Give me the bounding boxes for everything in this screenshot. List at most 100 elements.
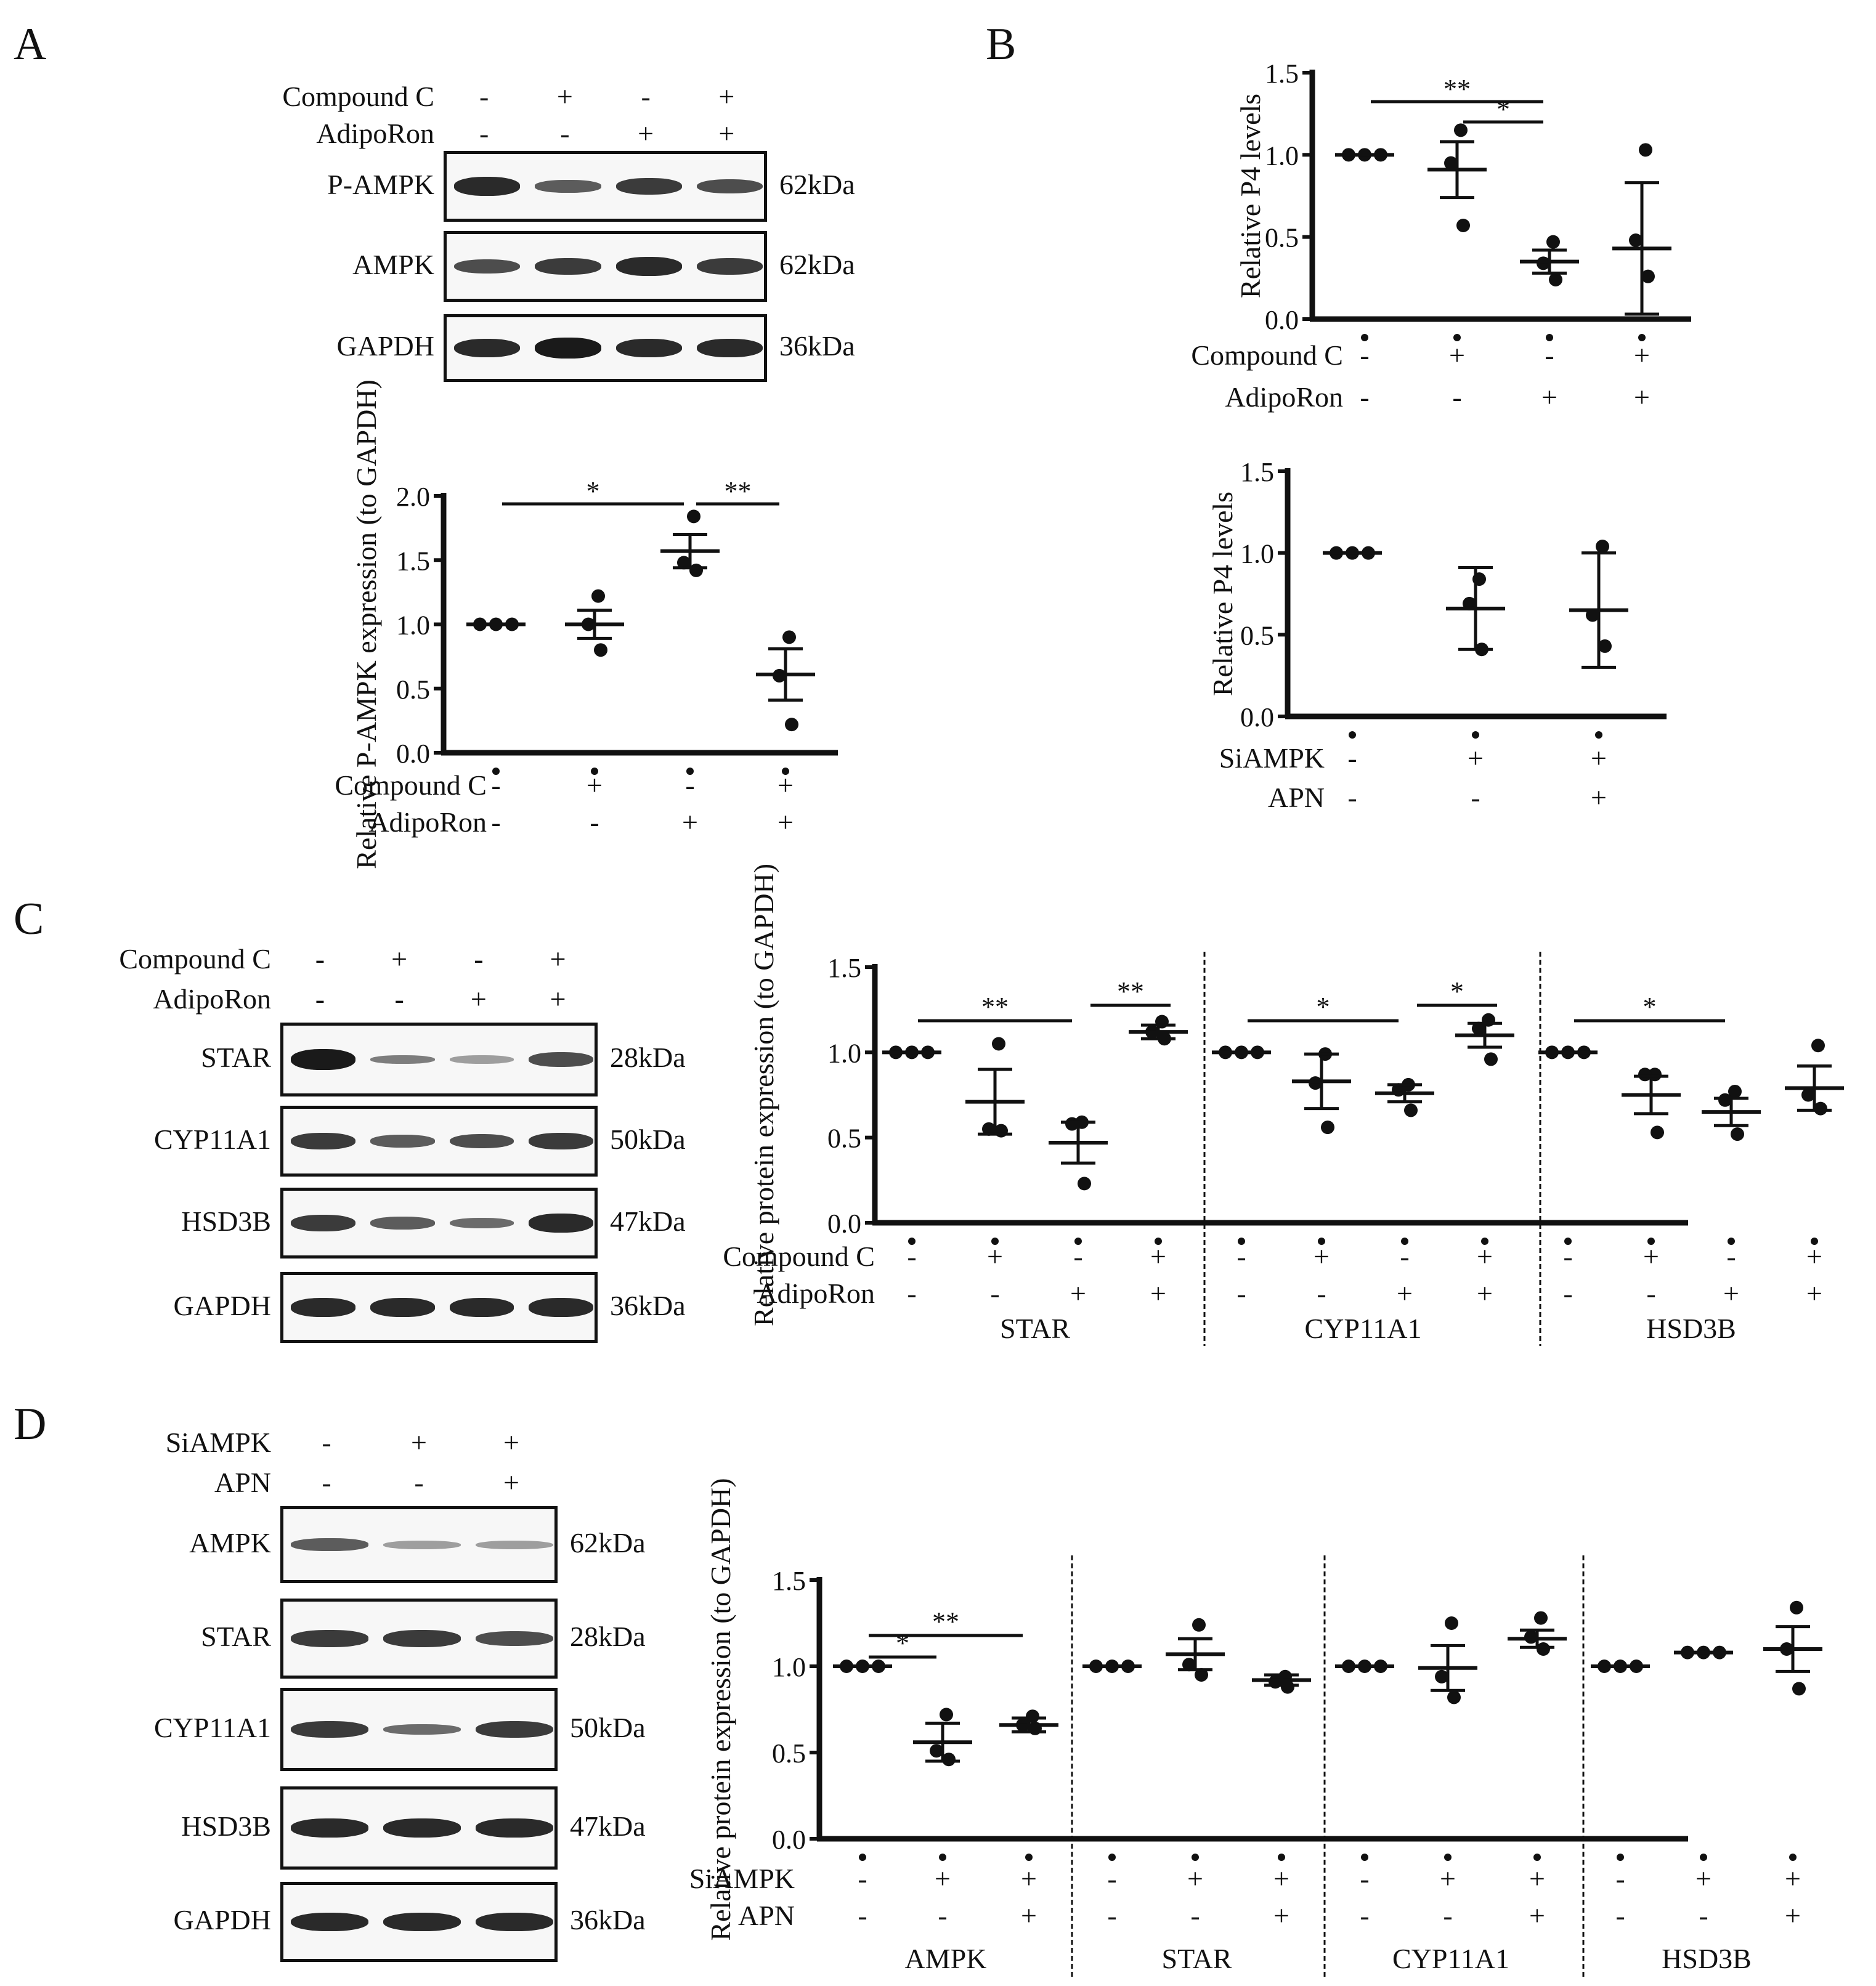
condition-sign: - — [1615, 1900, 1625, 1931]
y-tick-label: 1.5 — [1240, 457, 1274, 487]
blot-lane-sign: + — [556, 81, 573, 112]
y-axis-label: Relative P4 levels — [1207, 492, 1238, 696]
blot-row-label: CYP11A1 — [154, 1711, 271, 1743]
y-tick-label: 0.5 — [827, 1124, 861, 1154]
condition-sign: - — [938, 1900, 947, 1931]
y-tick-label: 1.0 — [1265, 140, 1299, 171]
protein-band — [615, 338, 682, 358]
section-label: CYP11A1 — [1305, 1313, 1422, 1344]
protein-band — [615, 257, 682, 276]
condition-sign: + — [1806, 1278, 1822, 1309]
condition-sign: + — [1591, 742, 1607, 774]
condition-sign: - — [1545, 339, 1554, 371]
protein-band — [529, 1298, 593, 1317]
condition-sign: + — [1273, 1900, 1289, 1931]
x-tick-mark — [1595, 731, 1602, 739]
section-label: HSD3B — [1646, 1313, 1736, 1344]
data-point — [1078, 1177, 1091, 1191]
condition-sign: + — [1187, 1863, 1203, 1894]
y-axis-label: Relative P-AMPK expression (to GAPDH) — [351, 379, 382, 869]
condition-label: Compound C — [723, 1241, 875, 1272]
significance-label: * — [587, 476, 600, 506]
data-point — [1404, 1103, 1418, 1117]
y-tick-label: 0.5 — [396, 675, 430, 705]
protein-band — [291, 1721, 368, 1738]
data-point — [1641, 269, 1655, 283]
y-tick-label: 2.0 — [396, 482, 430, 512]
significance-label: ** — [981, 992, 1009, 1022]
condition-sign: + — [1468, 742, 1484, 774]
blot-band-row — [280, 1506, 558, 1583]
protein-band — [454, 338, 521, 358]
protein-band — [449, 1218, 514, 1228]
y-tick-label: 1.5 — [772, 1566, 806, 1596]
molecular-weight-label: 62kDa — [779, 168, 855, 200]
y-axis-label: Relative protein expression (to GAPDH) — [705, 1478, 736, 1940]
blot-band-row — [280, 1272, 598, 1343]
condition-sign: - — [1347, 742, 1357, 774]
protein-band — [476, 1818, 553, 1838]
condition-sign: + — [1634, 339, 1650, 371]
condition-sign: + — [778, 769, 794, 801]
blot-row-label: AMPK — [352, 248, 434, 280]
protein-band — [291, 1298, 355, 1317]
condition-sign: - — [858, 1900, 867, 1931]
protein-band — [291, 1049, 355, 1070]
molecular-weight-label: 62kDa — [570, 1526, 646, 1558]
x-tick-mark — [1192, 1854, 1199, 1861]
blot-lane-sign: - — [322, 1467, 331, 1498]
condition-sign: + — [935, 1863, 951, 1894]
x-tick-mark — [1025, 1854, 1033, 1861]
panel-letter-c: C — [14, 894, 44, 944]
significance-label: * — [1317, 992, 1330, 1022]
data-point — [1814, 1101, 1827, 1116]
condition-sign: + — [1021, 1900, 1037, 1931]
x-tick-mark — [492, 768, 500, 775]
condition-sign: + — [1477, 1241, 1493, 1272]
x-tick-mark — [1481, 1238, 1488, 1245]
condition-sign: - — [1190, 1900, 1200, 1931]
x-tick-mark — [1533, 1854, 1541, 1861]
data-point — [1537, 1642, 1550, 1656]
protein-band — [291, 1538, 368, 1551]
x-tick-mark — [1453, 334, 1461, 341]
section-label: STAR — [1162, 1943, 1232, 1974]
data-point — [1195, 1668, 1208, 1682]
x-tick-mark — [1361, 1854, 1368, 1861]
protein-band — [529, 1214, 593, 1233]
molecular-weight-label: 50kDa — [610, 1123, 686, 1155]
condition-sign: - — [1317, 1278, 1326, 1309]
condition-sign: + — [1440, 1863, 1456, 1894]
data-point — [1182, 1658, 1196, 1672]
condition-sign: - — [685, 769, 694, 801]
protein-band — [476, 1631, 553, 1646]
condition-sign: - — [491, 769, 500, 801]
blot-row-label: AMPK — [189, 1526, 271, 1558]
data-point — [1728, 1084, 1742, 1098]
blot-lane-sign: - — [394, 983, 404, 1015]
blot-lane-sign: - — [560, 118, 570, 149]
molecular-weight-label: 62kDa — [779, 248, 855, 280]
significance-label: ** — [1117, 976, 1144, 1007]
protein-band — [291, 1818, 368, 1838]
panel-letter-a: A — [14, 19, 47, 70]
data-point — [1638, 1068, 1652, 1082]
molecular-weight-label: 28kDa — [570, 1621, 646, 1652]
condition-sign: - — [1699, 1900, 1708, 1931]
condition-sign: + — [1150, 1241, 1166, 1272]
condition-label: AdipoRon — [1225, 381, 1343, 413]
blot-lane-sign: - — [315, 983, 325, 1015]
x-tick-mark — [1278, 1854, 1285, 1861]
protein-band — [476, 1721, 553, 1738]
data-point — [591, 589, 605, 603]
x-tick-mark — [1349, 731, 1356, 739]
x-tick-mark — [1444, 1854, 1452, 1861]
data-point — [1639, 143, 1652, 157]
x-tick-mark — [1155, 1238, 1162, 1245]
blot-lane-sign: + — [391, 943, 408, 975]
protein-band — [383, 1818, 461, 1838]
condition-sign: - — [1452, 381, 1461, 413]
significance-label: ** — [932, 1607, 959, 1637]
protein-band — [383, 1630, 461, 1647]
x-tick-mark — [1617, 1854, 1624, 1861]
